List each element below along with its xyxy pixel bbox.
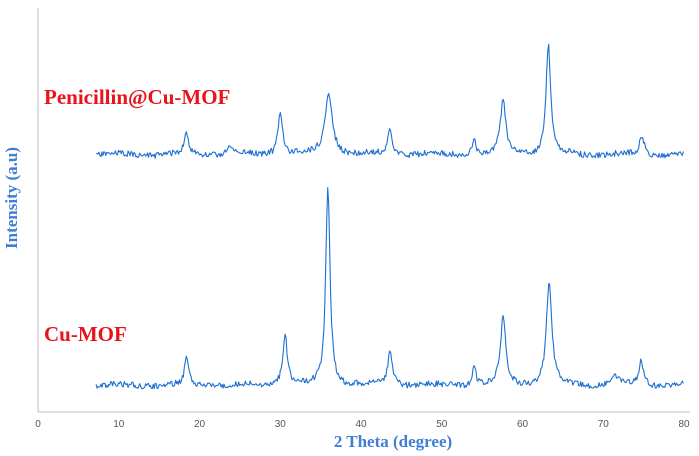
x-tick-label-50: 50 — [436, 419, 448, 430]
series-line-penicillin-cu-mof — [96, 43, 684, 159]
x-tick-label-80: 80 — [678, 419, 690, 430]
series-label-cu-mof: Cu-MOF — [44, 322, 127, 346]
x-tick-label-30: 30 — [275, 419, 287, 430]
series-line-cu-mof — [95, 187, 684, 390]
series-label-penicillin-cu-mof: Penicillin@Cu-MOF — [44, 85, 230, 109]
x-tick-label-70: 70 — [598, 419, 610, 430]
x-axis-ticks: 0 10 20 30 40 50 60 70 80 — [35, 419, 690, 430]
x-tick-label-60: 60 — [517, 419, 529, 430]
series-traces — [95, 43, 684, 390]
x-tick-label-10: 10 — [113, 419, 125, 430]
x-axis-title: 2 Theta (degree) — [334, 432, 452, 451]
x-tick-label-40: 40 — [355, 419, 367, 430]
plot-frame — [37, 8, 690, 413]
x-tick-label-20: 20 — [194, 419, 206, 430]
x-tick-label-0: 0 — [35, 419, 41, 430]
y-axis-title: Intensity (a.u) — [2, 147, 21, 249]
